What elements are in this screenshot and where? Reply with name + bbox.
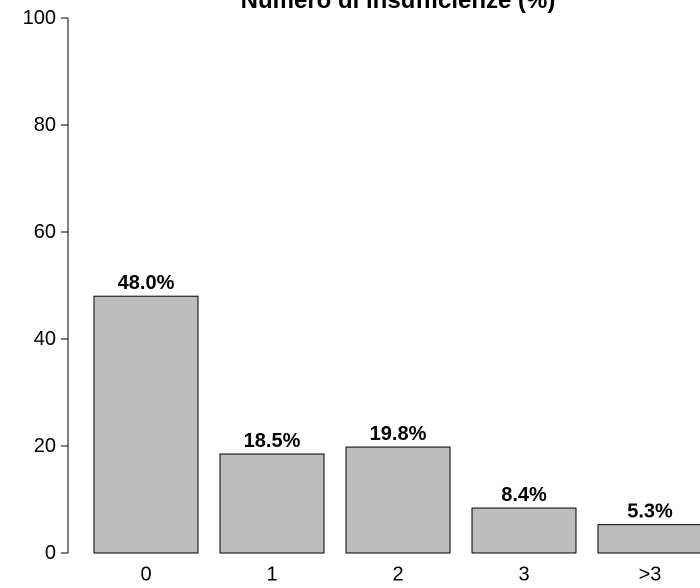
bar-2 [345, 446, 451, 554]
y-tick-label: 60 [34, 221, 56, 243]
x-category-label-0: 0 [140, 563, 151, 583]
y-tick-label: 20 [34, 435, 56, 457]
bars: 48.0% 18.5% 19.8% 8.4% 5.3% [93, 272, 700, 554]
chart-title: Numero di insufficienze (%) [241, 0, 556, 14]
data-label-2: 19.8% [370, 423, 427, 445]
y-tick-label: 100 [23, 7, 56, 29]
x-category-label-3: 3 [518, 563, 529, 583]
x-axis-labels: 0 1 2 3 >3 [140, 563, 662, 585]
x-category-label-4: >3 [639, 563, 662, 583]
bar-0 [93, 295, 199, 554]
y-tick-label: 80 [34, 114, 56, 136]
bar-3 [471, 507, 577, 554]
bar-1 [219, 453, 325, 554]
x-category-label-2: 2 [392, 563, 403, 583]
data-label-1: 18.5% [244, 430, 301, 452]
y-tick-label: 40 [34, 328, 56, 350]
data-label-0: 48.0% [118, 272, 175, 294]
y-axis-ticks: 0 20 40 60 80 100 [23, 7, 68, 564]
x-category-label-1: 1 [266, 563, 277, 583]
bar-4 [597, 524, 700, 554]
data-label-3: 8.4% [501, 484, 547, 506]
y-tick-label: 0 [45, 542, 56, 564]
data-label-4: 5.3% [627, 501, 673, 523]
